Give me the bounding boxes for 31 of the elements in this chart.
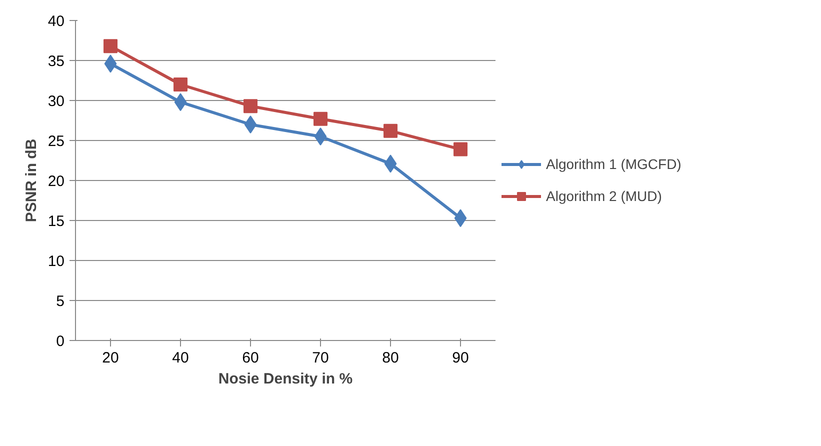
x-axis-title: Nosie Density in % — [218, 370, 353, 388]
point — [454, 142, 468, 156]
x-tick-label: 20 — [102, 350, 119, 366]
legend-label: Algorithm 2 (MUD) — [546, 188, 662, 204]
x-tick-label: 40 — [172, 350, 189, 366]
y-tick-label: 40 — [48, 13, 65, 30]
legend-label: Algorithm 1 (MGCFD) — [546, 156, 682, 172]
y-tick-label: 20 — [48, 173, 65, 190]
y-tick-label: 0 — [56, 333, 64, 350]
point — [314, 112, 328, 126]
y-tick-label: 35 — [48, 53, 65, 70]
point — [244, 116, 257, 134]
point — [314, 128, 327, 146]
x-tick-label: 70 — [312, 350, 329, 366]
point — [244, 99, 258, 114]
point — [174, 78, 188, 92]
x-tick-label: 60 — [242, 350, 259, 366]
y-tick-label: 25 — [48, 133, 65, 150]
y-tick-label: 30 — [48, 93, 65, 110]
point — [384, 124, 398, 138]
point — [384, 154, 397, 173]
point — [104, 39, 118, 54]
y-tick-label: 15 — [48, 213, 65, 230]
y-tick-label: 10 — [48, 253, 65, 270]
point — [454, 209, 467, 228]
point — [104, 54, 117, 73]
point — [174, 93, 187, 112]
x-tick-label: 80 — [382, 350, 399, 366]
x-tick-label: 90 — [452, 350, 469, 366]
y-axis-title: PSNR in dB — [22, 138, 40, 222]
y-tick-label: 5 — [56, 293, 64, 310]
